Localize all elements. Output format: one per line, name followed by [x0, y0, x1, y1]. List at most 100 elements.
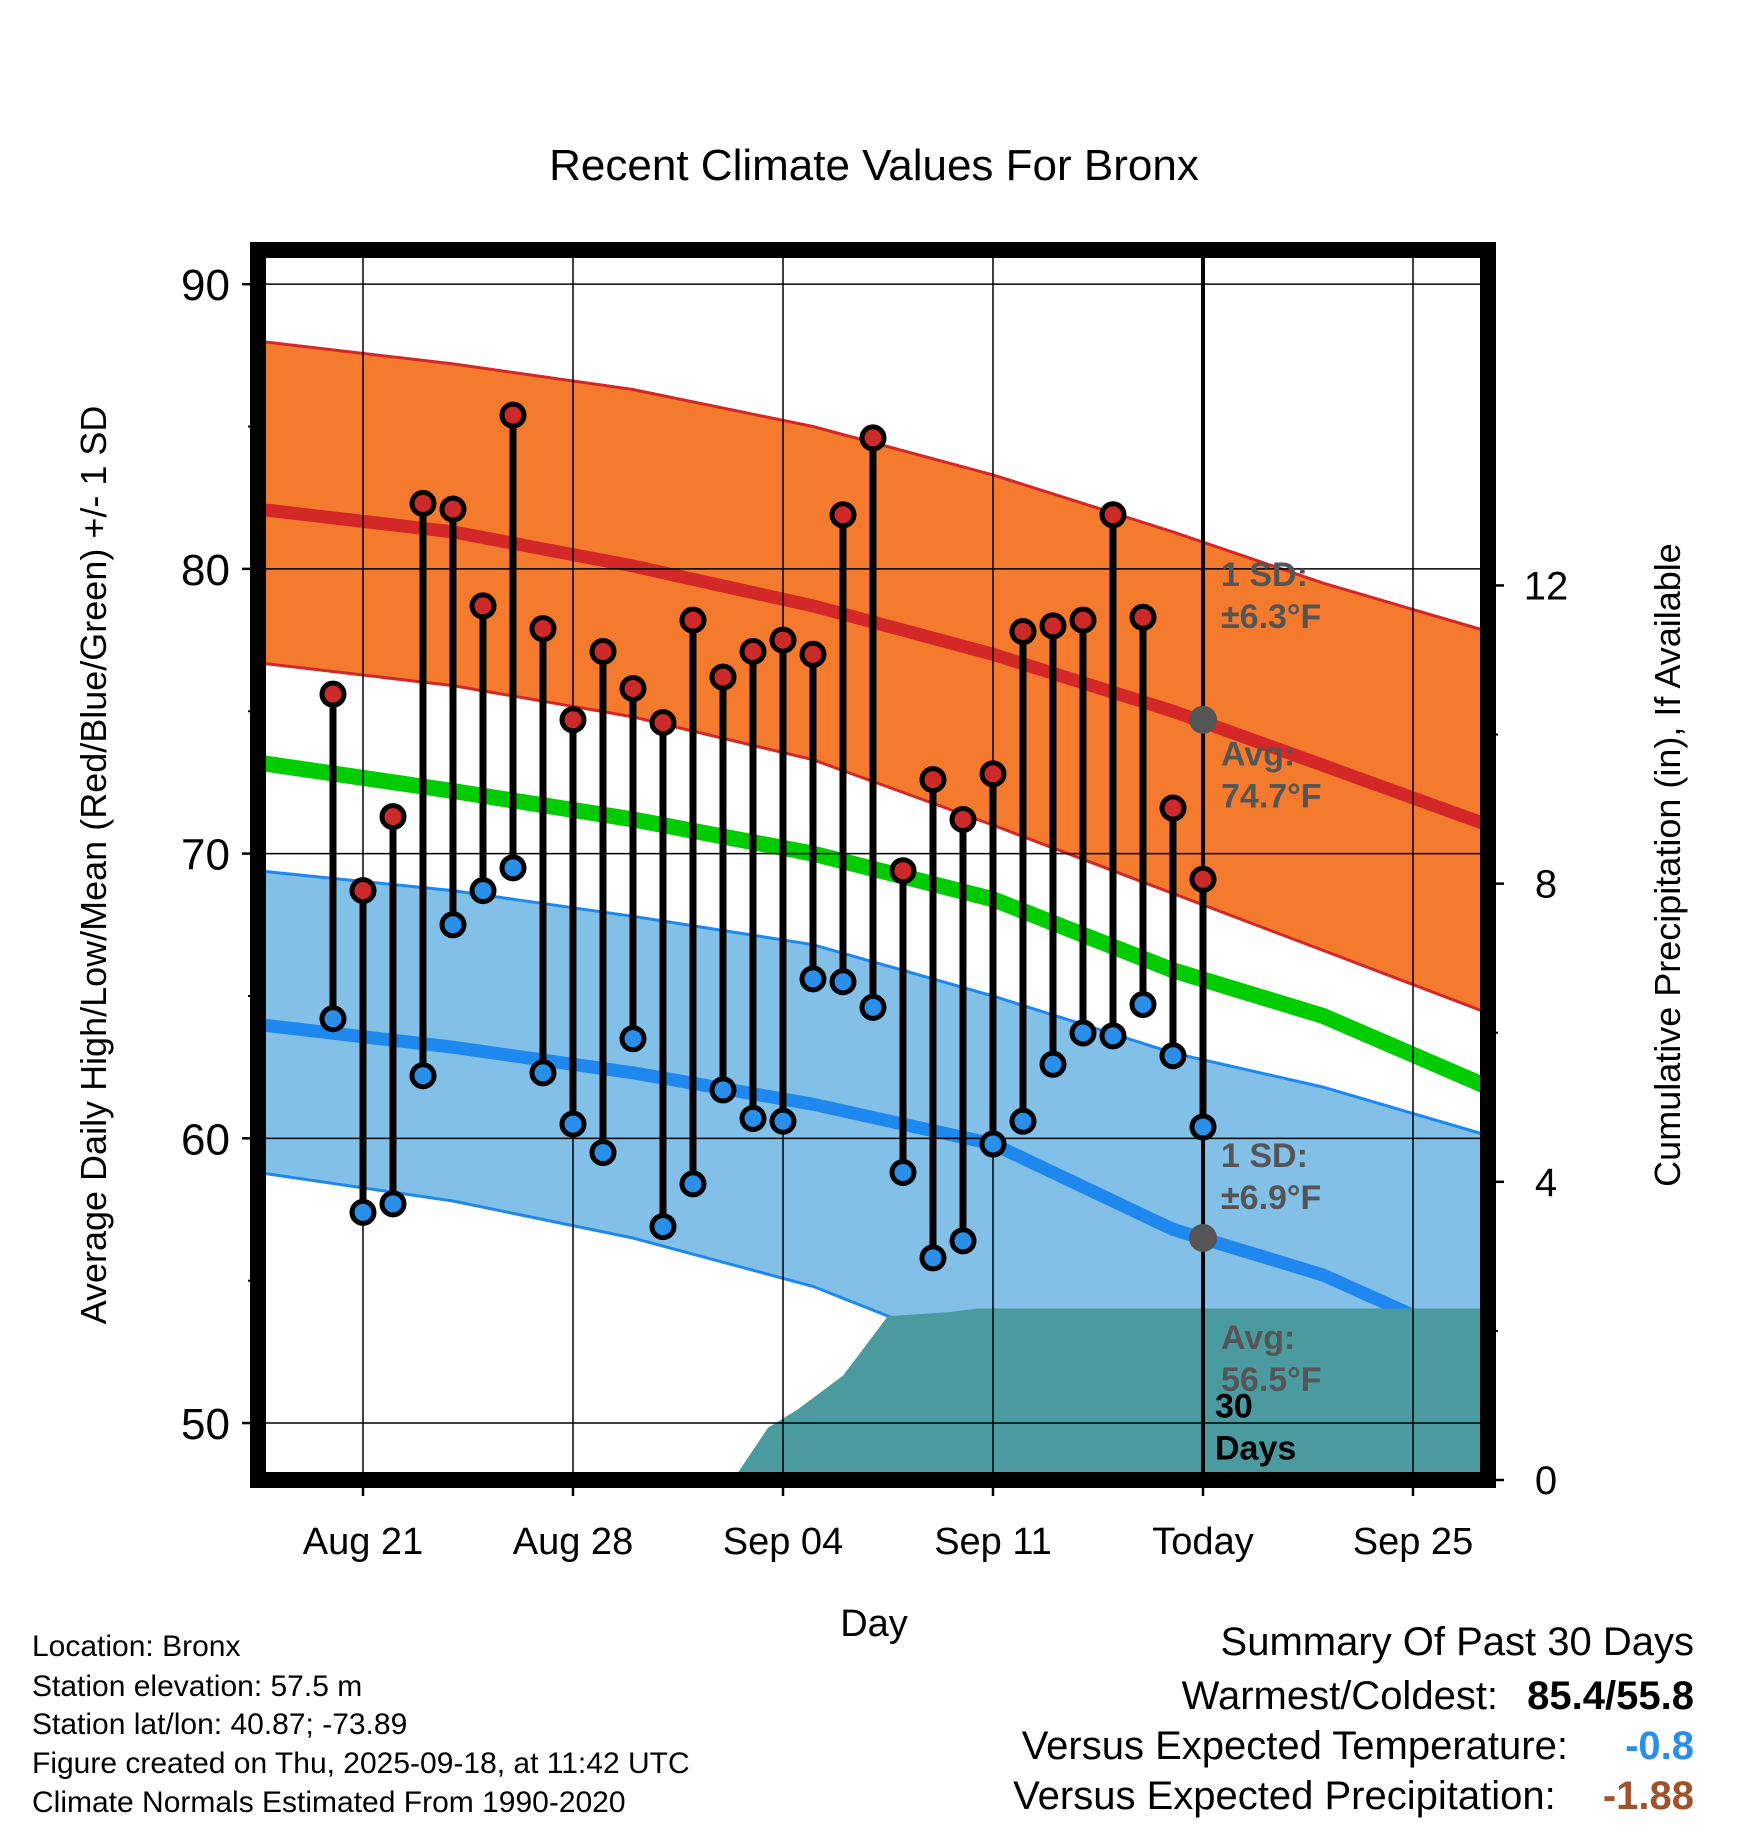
chart-title: Recent Climate Values For Bronx: [549, 141, 1199, 190]
plot-frame: [250, 242, 1496, 1488]
info-elevation: Station elevation: 57.5 m: [32, 1670, 363, 1703]
high-upper-line: [258, 339, 1488, 633]
today-low-avg-marker: [1189, 1223, 1217, 1252]
x-axis-label: Day: [840, 1603, 908, 1645]
high-mean-line: [258, 502, 1488, 832]
y2-tick-label: 8: [1535, 863, 1557, 907]
high-point: [1039, 612, 1067, 640]
low-point: [529, 1059, 557, 1087]
high-point: [499, 401, 527, 429]
info-location: Location: Bronx: [32, 1630, 241, 1663]
low-point: [1159, 1042, 1187, 1070]
summary-temp-row: Versus Expected Temperature: -0.8: [1022, 1724, 1694, 1769]
high-point: [1009, 618, 1037, 646]
high-point: [799, 640, 827, 668]
low-avg-annotation: 56.5°F: [1221, 1361, 1322, 1399]
high-point: [949, 805, 977, 833]
high-point: [559, 706, 587, 734]
days-annotation: Days: [1215, 1429, 1296, 1467]
low-sd-annotation: 1 SD:: [1221, 1137, 1308, 1175]
high-point: [589, 637, 617, 665]
low-point: [949, 1227, 977, 1255]
high-point: [649, 709, 677, 737]
high-point: [889, 857, 917, 885]
low-point: [469, 877, 497, 905]
low-point: [709, 1076, 737, 1104]
summary-warmest-row: Warmest/Coldest: 85.4/55.8: [1182, 1674, 1694, 1719]
low-point: [439, 911, 467, 939]
high-point: [1069, 606, 1097, 634]
x-tick-label: Today: [1152, 1521, 1253, 1563]
high-point: [769, 626, 797, 654]
high-point: [1099, 501, 1127, 529]
low-point: [919, 1244, 947, 1272]
y2-tick-label: 0: [1535, 1459, 1557, 1503]
low-point: [649, 1213, 677, 1241]
today-high-avg-marker: [1189, 705, 1217, 734]
y-tick-label: 90: [181, 261, 230, 310]
info-latlon: Station lat/lon: 40.87; -73.89: [32, 1708, 408, 1741]
info-normals: Climate Normals Estimated From 1990-2020: [32, 1786, 626, 1819]
low-point: [409, 1062, 437, 1090]
low-point: [319, 1005, 347, 1033]
x-tick-label: Aug 28: [513, 1521, 633, 1563]
high-point: [739, 637, 767, 665]
low-point: [1129, 991, 1157, 1019]
low-avg-annotation: Avg:: [1221, 1319, 1295, 1357]
high-point: [379, 803, 407, 831]
summary-warmest-value: 85.4/55.8: [1527, 1674, 1694, 1718]
low-point: [1189, 1113, 1217, 1141]
low-point: [499, 854, 527, 882]
summary-precip-value: -1.88: [1602, 1774, 1694, 1818]
high-point: [619, 674, 647, 702]
high-sd-annotation: 1 SD:: [1221, 556, 1308, 594]
low-point: [1069, 1019, 1097, 1047]
low-point: [829, 968, 857, 996]
days-annotation: 30: [1215, 1387, 1253, 1425]
summary-temp-value: -0.8: [1625, 1724, 1694, 1768]
x-tick-label: Sep 04: [723, 1521, 843, 1563]
summary-precip-label: Versus Expected Precipitation:: [1013, 1774, 1556, 1818]
low-point: [679, 1170, 707, 1198]
high-point: [1189, 865, 1217, 893]
low-point: [379, 1190, 407, 1218]
x-tick-label: Sep 11: [934, 1521, 1052, 1563]
low-sd-annotation: ±6.9°F: [1221, 1179, 1321, 1217]
high-point: [409, 489, 437, 517]
low-point: [559, 1110, 587, 1138]
high-avg-annotation: 74.7°F: [1221, 777, 1322, 815]
high-point: [1159, 794, 1187, 822]
x-tick-label: Aug 21: [303, 1521, 423, 1563]
y-tick-label: 50: [181, 1400, 230, 1449]
high-point: [679, 606, 707, 634]
low-point: [349, 1198, 377, 1226]
low-point: [769, 1107, 797, 1135]
high-point: [859, 424, 887, 452]
y-tick-label: 80: [181, 546, 230, 595]
y-tick-label: 60: [181, 1115, 230, 1164]
high-point: [829, 501, 857, 529]
low-point: [799, 965, 827, 993]
y2-tick-label: 12: [1524, 564, 1569, 608]
summary-warmest-label: Warmest/Coldest:: [1181, 1674, 1499, 1718]
high-point: [469, 592, 497, 620]
summary-title: Summary Of Past 30 Days: [1220, 1620, 1694, 1664]
high-avg-annotation: Avg:: [1221, 735, 1295, 773]
high-point: [439, 495, 467, 523]
y2-tick-label: 4: [1535, 1161, 1557, 1205]
low-point: [739, 1104, 767, 1132]
high-point: [529, 615, 557, 643]
info-created: Figure created on Thu, 2025-09-18, at 11…: [32, 1747, 690, 1780]
low-point: [1039, 1050, 1067, 1078]
high-point: [919, 766, 947, 794]
summary-precip-row: Versus Expected Precipitation: -1.88: [1013, 1774, 1694, 1819]
precip-area: [258, 1308, 1488, 1480]
high-point: [319, 680, 347, 708]
high-sd-annotation: ±6.3°F: [1221, 598, 1321, 636]
high-point: [1129, 603, 1157, 631]
x-tick-label: Sep 25: [1353, 1521, 1473, 1563]
summary-temp-label: Versus Expected Temperature:: [1021, 1724, 1568, 1768]
low-point: [889, 1159, 917, 1186]
low-point: [589, 1139, 617, 1167]
